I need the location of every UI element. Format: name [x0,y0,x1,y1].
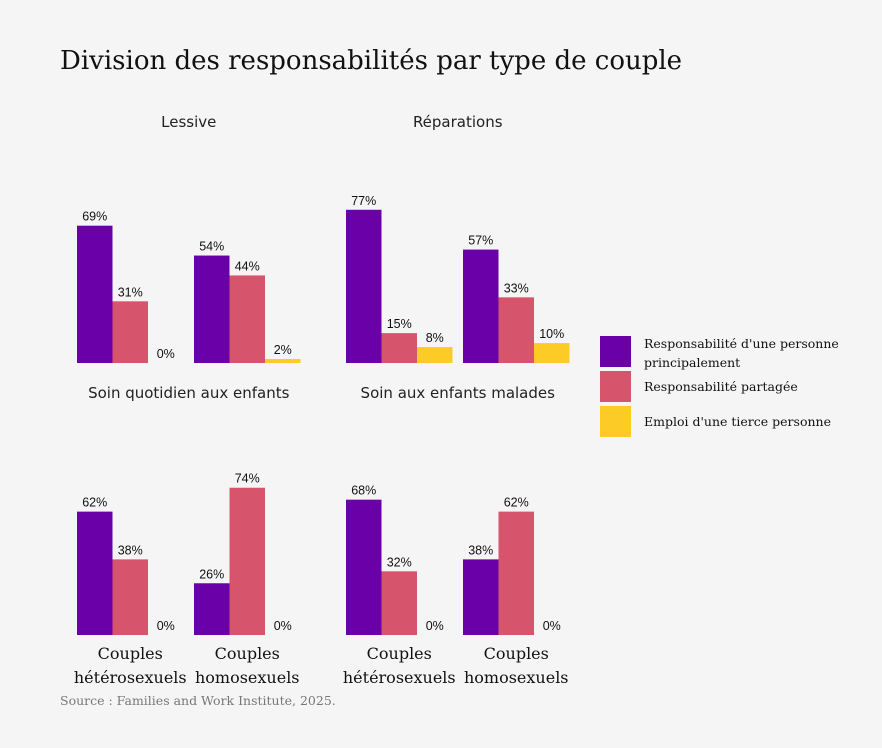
legend-item: Responsabilité d'une personne principalem… [600,336,839,370]
data-label: 0% [274,619,292,633]
bar [346,499,382,635]
bar [498,297,534,363]
data-label: 2% [274,343,292,357]
panel-2: Réparations 77% 15% 8% 57% 33% 10% [346,113,570,363]
data-label: 44% [235,259,260,273]
panel-4: Soin aux enfants malades 68% 32% 0% Couples h… [343,384,569,687]
bar [381,333,417,363]
panel-3: Soin quotidien aux enfants 62% 38% 0% Couple… [74,384,300,687]
panel-title: Lessive [161,113,216,131]
data-label: 0% [426,619,444,633]
bar [463,249,499,363]
category-label: Couples [367,644,432,663]
bar [346,209,382,363]
bar [265,359,301,363]
data-label: 0% [157,619,175,633]
bar [112,301,148,363]
data-label: 33% [504,281,529,295]
category-label: Couples [215,644,280,663]
legend-label: principalement [644,355,740,370]
category-label: homosexuels [464,668,569,687]
bar [112,559,148,635]
panels: Lessive 69% 31% 0% 54% 44% 2% Réparations 77% 15%… [74,113,570,687]
data-label: 0% [543,619,561,633]
panel-title: Soin quotidien aux enfants [88,384,290,402]
bar [194,583,230,635]
bar [417,347,453,363]
data-label: 10% [539,327,564,341]
bar [534,343,570,363]
data-label: 62% [82,496,107,510]
legend-label: Responsabilité d'une personne [644,336,839,351]
legend-label: Responsabilité partagée [644,379,798,394]
bar [77,225,113,363]
bar [463,559,499,635]
data-label: 15% [387,317,412,331]
category-label: Couples [98,644,163,663]
bar [229,275,265,363]
legend-swatch [600,371,631,402]
bar [229,487,265,635]
data-label: 74% [235,472,260,486]
panel-1: Lessive 69% 31% 0% 54% 44% 2% [77,113,301,363]
data-label: 31% [118,285,143,299]
legend-item: Emploi d'une tierce personne [600,406,831,437]
chart-title: Division des responsabilités par type de… [60,46,682,76]
panel-title: Soin aux enfants malades [361,384,556,402]
data-label: 0% [157,347,175,361]
chart-source: Source : Families and Work Institute, 20… [60,693,336,708]
bar [194,255,230,363]
category-label: hétérosexuels [343,668,456,687]
data-label: 8% [426,331,444,345]
data-label: 38% [118,543,143,557]
category-label: hétérosexuels [74,668,187,687]
data-label: 69% [82,210,107,224]
bar [498,511,534,635]
panel-title: Réparations [413,113,503,131]
data-label: 57% [468,234,493,248]
data-label: 62% [504,496,529,510]
data-label: 32% [387,555,412,569]
data-label: 26% [199,567,224,581]
data-label: 38% [468,543,493,557]
category-label: Couples [484,644,549,663]
category-label: homosexuels [195,668,300,687]
legend-item: Responsabilité partagée [600,371,798,402]
legend-label: Emploi d'une tierce personne [644,414,831,429]
data-label: 68% [351,484,376,498]
legend: Responsabilité d'une personne principalem… [600,336,839,437]
bar [77,511,113,635]
legend-swatch [600,336,631,367]
data-label: 54% [199,240,224,254]
legend-swatch [600,406,631,437]
data-label: 77% [351,194,376,208]
bar [381,571,417,635]
